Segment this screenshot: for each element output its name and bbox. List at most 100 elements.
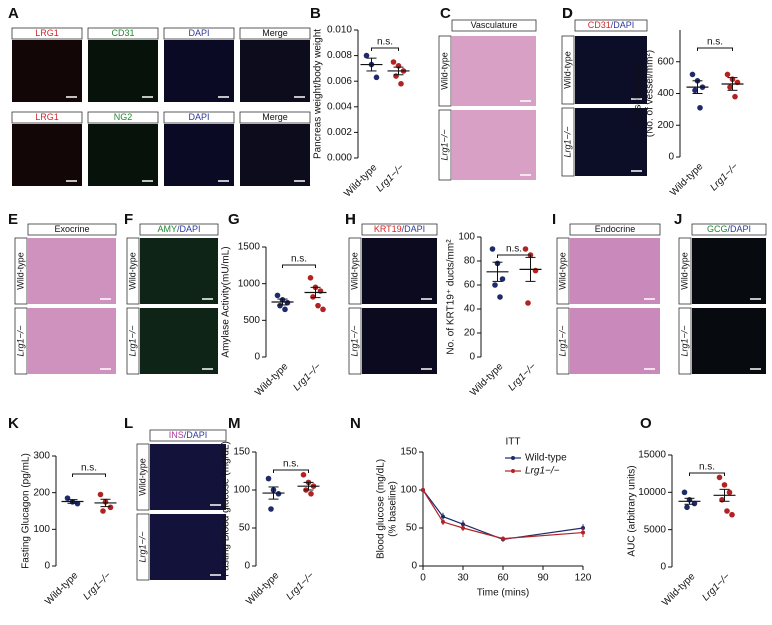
row-label: Wild-type (679, 252, 689, 290)
header-box (11, 27, 83, 40)
y-tick-label: 400 (657, 88, 674, 99)
data-point (684, 504, 690, 511)
y-tick-label: 50 (239, 523, 251, 534)
y-axis-label: Pancreas weight/body weight (313, 29, 324, 159)
significance-bracket (371, 47, 399, 51)
micrograph (12, 124, 82, 186)
panel-letter: M (228, 415, 241, 432)
y-axis-label: Fasting Glucagon (pg/mL) (21, 453, 32, 569)
y-tick-label: 40 (464, 304, 476, 315)
data-point (461, 526, 465, 530)
header-part: Exocrine (54, 224, 89, 234)
row-label-box (348, 237, 362, 305)
panel-letter: I (552, 211, 556, 228)
data-point (724, 508, 730, 514)
row-label-box (678, 307, 692, 375)
panel-letter: G (228, 211, 240, 228)
header-box (691, 223, 767, 236)
data-point (729, 511, 735, 518)
data-point (268, 506, 274, 512)
micrograph (575, 36, 647, 104)
header-box (569, 223, 661, 236)
data-point (277, 302, 283, 309)
significance-label: n.s. (81, 463, 97, 474)
significance-bracket (497, 254, 531, 258)
data-point (727, 84, 733, 90)
data-point (732, 93, 738, 100)
data-point (320, 306, 326, 313)
y-tick-label: 0.008 (327, 50, 352, 61)
micrograph (452, 110, 536, 180)
data-point (97, 491, 104, 498)
x-tick-label: Lrg1−/− (506, 361, 538, 393)
row-label: Wild-type (15, 252, 25, 290)
data-point (581, 530, 585, 535)
row-label: Lrg1−/− (349, 325, 359, 356)
header-box (27, 223, 117, 236)
header-part: /DAPI (184, 430, 208, 440)
y-tick-label: 500 (243, 315, 260, 326)
row-label: Lrg1−/− (679, 325, 689, 356)
image-header: CD31/DAPI (588, 20, 635, 30)
header-part: INS (169, 430, 184, 440)
micrograph (692, 308, 766, 374)
micrograph (570, 308, 660, 374)
micrograph (570, 238, 660, 304)
data-point (525, 300, 531, 306)
data-point (398, 80, 404, 87)
y-tick-label: 150 (400, 447, 417, 458)
y-tick-label: 100 (33, 524, 50, 535)
y-tick-label: 0 (469, 352, 475, 363)
y-tick-label: 200 (33, 487, 50, 498)
row-label-box (556, 237, 570, 305)
x-tick-label: 60 (497, 573, 509, 584)
data-point (373, 74, 380, 81)
micrograph (240, 124, 310, 186)
micrograph (12, 40, 82, 102)
x-tick-label: Wild-type (468, 361, 506, 399)
header-box (87, 27, 159, 40)
data-point (692, 87, 698, 94)
header-box (239, 27, 311, 40)
panel-letter: E (8, 211, 18, 228)
y-axis-label: No. of KRT19⁺ ducts/mm² (446, 239, 457, 355)
data-point (363, 52, 370, 59)
header-part: KRT19 (374, 224, 402, 234)
header-part: Merge (262, 112, 288, 122)
micrograph (362, 238, 437, 304)
series-line (422, 489, 584, 541)
row-label: Lrg1−/− (127, 325, 137, 356)
y-tick-label: 0 (411, 561, 417, 572)
micrograph (692, 238, 766, 304)
significance-bracket (697, 47, 733, 51)
row-label-box (438, 109, 452, 181)
panel-letter: L (124, 415, 133, 432)
x-tick-label: 0 (420, 573, 426, 584)
x-tick-label: Lrg1−/− (374, 162, 406, 194)
data-point (441, 514, 445, 519)
row-label-box (348, 307, 362, 375)
data-point (461, 522, 465, 527)
row-label-box (126, 237, 140, 305)
data-point (522, 246, 529, 252)
x-tick-label: Wild-type (253, 361, 291, 399)
header-part: NG2 (114, 112, 133, 122)
image-header: Merge (262, 112, 288, 122)
header-part: /DAPI (402, 224, 426, 234)
header-part: Merge (262, 28, 288, 38)
significance-label: n.s. (506, 244, 522, 255)
image-header: DAPI (188, 112, 209, 122)
y-tick-label: 0 (660, 562, 666, 573)
header-part: AMY (157, 224, 177, 234)
data-point (501, 536, 505, 541)
micrograph (150, 444, 226, 510)
row-label-box (438, 35, 452, 107)
data-point (107, 504, 114, 511)
panel-letter: H (345, 211, 356, 228)
row-label: Lrg1−/− (562, 126, 572, 157)
y-tick-label: 200 (657, 120, 674, 131)
row-label: Lrg1−/− (15, 325, 25, 356)
row-label: Wild-type (562, 51, 572, 89)
y-tick-label: 0.004 (327, 101, 352, 112)
header-part: CD31 (588, 20, 611, 30)
